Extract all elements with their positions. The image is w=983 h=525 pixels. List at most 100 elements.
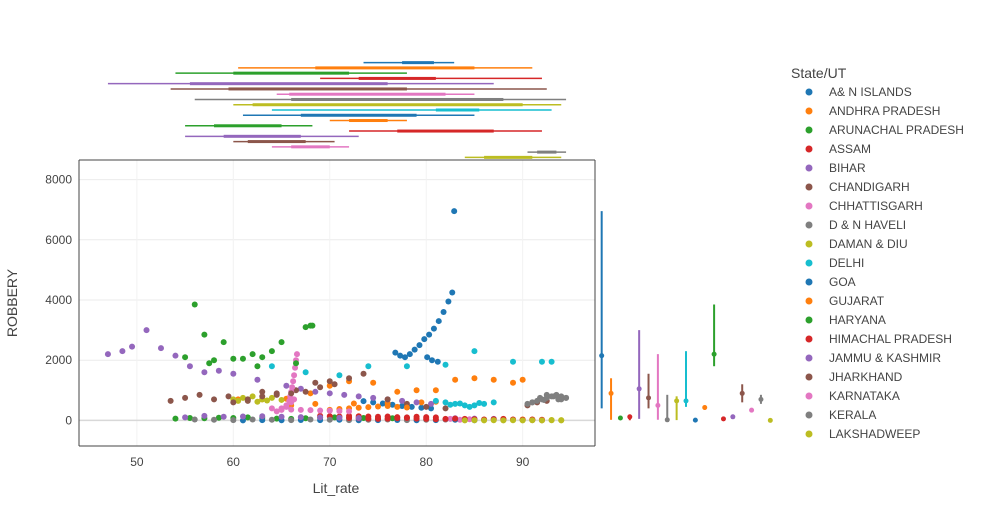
series-delhi xyxy=(268,348,555,410)
marginal-y-violin-plot xyxy=(599,211,773,423)
data-point xyxy=(225,393,232,400)
data-point xyxy=(408,403,415,410)
violin-chandigarh xyxy=(646,373,652,409)
legend-label: ANDHRA PRADESH xyxy=(829,104,940,118)
data-point xyxy=(418,399,425,406)
box-body xyxy=(435,108,480,112)
legend-marker xyxy=(805,430,813,438)
data-point xyxy=(510,379,517,386)
data-point xyxy=(288,390,295,397)
data-point xyxy=(249,416,256,423)
data-point xyxy=(309,322,316,329)
legend-marker xyxy=(805,392,813,400)
data-point xyxy=(336,414,343,421)
data-point xyxy=(268,416,275,423)
data-point xyxy=(466,416,473,423)
data-point xyxy=(490,417,497,424)
data-point xyxy=(428,400,435,407)
violin-jammu-kashmir xyxy=(730,414,736,420)
box-haryana xyxy=(185,124,313,128)
violin-median xyxy=(683,398,689,404)
violin-median xyxy=(608,390,614,396)
violin-kerala xyxy=(758,394,764,404)
violin-median xyxy=(730,414,736,420)
data-point xyxy=(336,408,343,415)
data-point xyxy=(235,397,242,404)
legend-label: CHANDIGARH xyxy=(829,180,910,194)
data-point xyxy=(196,391,203,398)
violin-a-n-islands xyxy=(599,211,605,409)
legend-marker xyxy=(805,316,813,324)
data-point xyxy=(293,360,300,367)
data-point xyxy=(500,417,507,424)
data-point xyxy=(157,345,164,352)
data-point xyxy=(302,324,309,331)
data-point xyxy=(421,336,428,343)
legend-marker xyxy=(805,145,813,153)
data-point xyxy=(331,414,338,421)
violin-bihar xyxy=(636,330,642,419)
box-assam xyxy=(320,76,542,80)
data-point xyxy=(452,415,459,422)
data-point xyxy=(326,382,333,389)
data-point xyxy=(360,398,367,405)
series-a-n-islands xyxy=(360,208,458,412)
data-point xyxy=(355,415,362,422)
data-point xyxy=(365,363,372,370)
data-point xyxy=(538,358,545,365)
data-point xyxy=(558,417,565,424)
legend-label: BIHAR xyxy=(829,161,866,175)
data-point xyxy=(524,400,531,407)
data-point xyxy=(365,404,372,411)
data-point xyxy=(297,414,304,421)
data-point xyxy=(302,415,309,422)
data-point xyxy=(254,363,261,370)
violin-karnataka xyxy=(749,407,755,413)
data-point xyxy=(374,415,381,422)
data-point xyxy=(331,381,338,388)
data-point xyxy=(341,391,348,398)
data-point xyxy=(481,400,488,407)
data-point xyxy=(259,393,266,400)
data-point xyxy=(403,363,410,370)
legend-label: ARUNACHAL PRADESH xyxy=(829,123,964,137)
x-axis-ticks: 50 60 70 80 90 xyxy=(130,455,529,469)
data-point xyxy=(471,417,478,424)
data-point xyxy=(249,351,256,358)
data-point xyxy=(456,400,463,407)
data-point xyxy=(326,416,333,423)
y-tick-label: 6000 xyxy=(45,233,72,247)
legend-label: DELHI xyxy=(829,256,864,270)
data-point xyxy=(220,413,227,420)
data-point xyxy=(449,289,456,296)
box-body xyxy=(228,87,407,91)
legend-item: JAMMU & KASHMIR xyxy=(805,351,941,365)
data-point xyxy=(346,415,353,422)
data-point xyxy=(548,417,555,424)
data-point xyxy=(290,378,297,385)
data-point xyxy=(288,406,295,413)
data-point xyxy=(307,390,314,397)
data-point xyxy=(370,399,377,406)
data-point xyxy=(428,405,435,412)
data-point xyxy=(399,402,406,409)
data-point xyxy=(172,415,179,422)
violin-delhi xyxy=(683,351,689,407)
violin-jharkhand xyxy=(739,384,745,403)
legend-item: CHANDIGARH xyxy=(805,180,910,194)
data-point xyxy=(394,403,401,410)
legend-marker xyxy=(805,278,813,286)
box-gujarat xyxy=(329,119,407,123)
data-point xyxy=(119,348,126,355)
box-body xyxy=(289,92,446,96)
legend-marker xyxy=(805,335,813,343)
data-point xyxy=(129,343,136,350)
data-point xyxy=(244,414,251,421)
violin-median xyxy=(702,404,708,410)
data-point xyxy=(435,318,442,325)
data-point xyxy=(211,357,218,364)
data-point xyxy=(426,331,433,338)
data-point xyxy=(288,417,295,424)
legend-label: A& N ISLANDS xyxy=(829,85,912,99)
